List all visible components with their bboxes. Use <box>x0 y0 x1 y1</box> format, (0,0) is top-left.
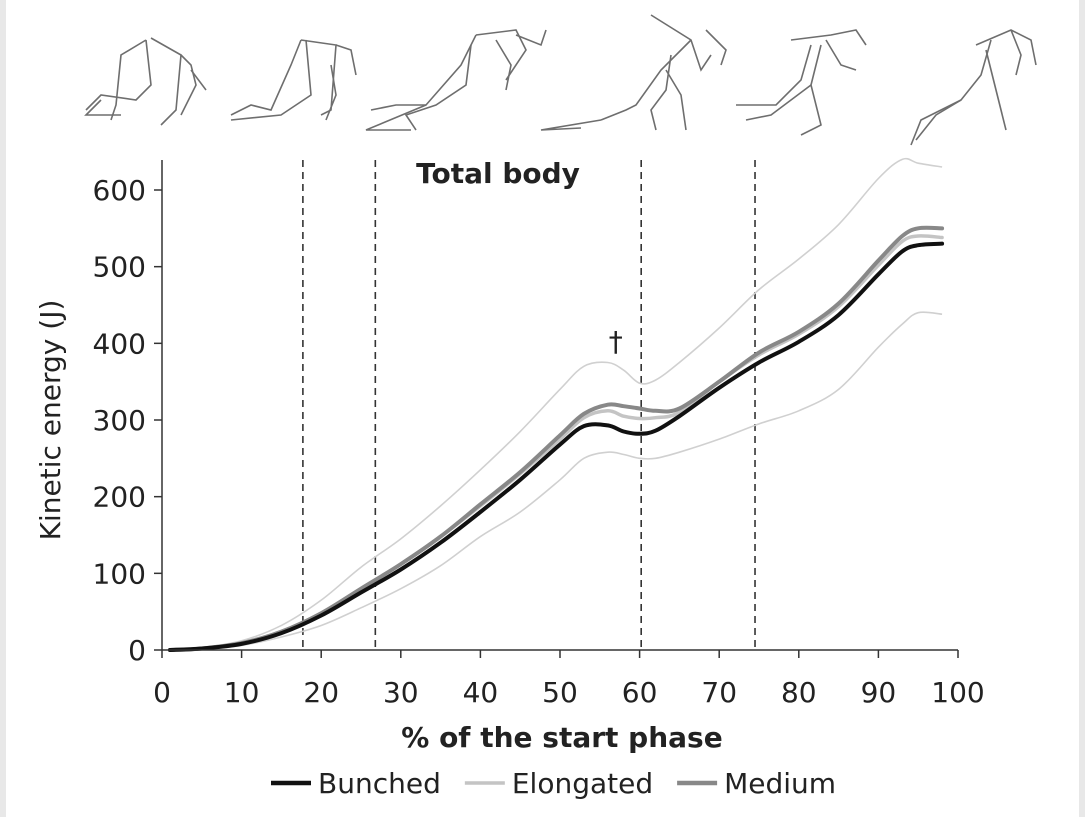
x-ticks: 0 10 20 30 40 50 60 70 80 90 100 <box>153 650 985 709</box>
series-line-medium <box>167 225 945 652</box>
y-tick-label: 200 <box>93 481 146 514</box>
stick-figures-illustration <box>84 14 1037 146</box>
y-ticks: 0 100 200 300 400 500 600 <box>93 174 162 667</box>
stick-figure-5 <box>736 29 867 136</box>
series-line-elongated <box>168 234 944 652</box>
chart-title: Total body <box>416 157 580 190</box>
x-tick-label: 20 <box>303 676 339 709</box>
stick-figure-3 <box>365 29 547 131</box>
stick-figure-4 <box>540 14 727 131</box>
data-series <box>167 225 945 652</box>
y-tick-label: 500 <box>93 251 146 284</box>
x-tick-label: 100 <box>931 676 984 709</box>
x-tick-label: 70 <box>701 676 737 709</box>
x-tick-label: 30 <box>383 676 419 709</box>
stick-figure-2 <box>230 39 357 121</box>
y-tick-label: 600 <box>93 174 146 207</box>
legend: Bunched Elongated Medium <box>271 767 836 800</box>
x-tick-label: 10 <box>224 676 260 709</box>
figure-frame: Total body 0 10 20 30 40 50 60 70 80 90 100 0 100 20… <box>6 0 1079 817</box>
x-tick-label: 60 <box>622 676 658 709</box>
x-axis-label: % of the start phase <box>401 721 722 754</box>
kinetic-energy-chart: Total body 0 10 20 30 40 50 60 70 80 90 100 0 100 20… <box>34 14 1037 800</box>
x-tick-label: 40 <box>463 676 499 709</box>
x-tick-label: 90 <box>861 676 897 709</box>
y-tick-label: 100 <box>93 557 146 590</box>
stick-figure-1 <box>84 37 207 126</box>
y-tick-label: 0 <box>128 634 146 667</box>
significance-annotation: † <box>609 325 623 358</box>
axes <box>161 160 958 651</box>
legend-label-elongated: Elongated <box>512 767 653 800</box>
y-tick-label: 400 <box>93 327 146 360</box>
series-line-bunched <box>167 241 945 652</box>
x-tick-label: 50 <box>542 676 578 709</box>
band-lower-line <box>169 311 943 651</box>
y-axis-label: Kinetic energy (J) <box>34 300 67 541</box>
range-bands <box>169 157 943 651</box>
band-upper-line <box>169 157 943 651</box>
y-tick-label: 300 <box>93 404 146 437</box>
stick-figure-6 <box>910 29 1037 146</box>
x-tick-label: 80 <box>781 676 817 709</box>
legend-label-medium: Medium <box>724 767 836 800</box>
legend-label-bunched: Bunched <box>318 767 441 800</box>
x-tick-label: 0 <box>153 676 171 709</box>
phase-divider-lines <box>302 160 756 650</box>
